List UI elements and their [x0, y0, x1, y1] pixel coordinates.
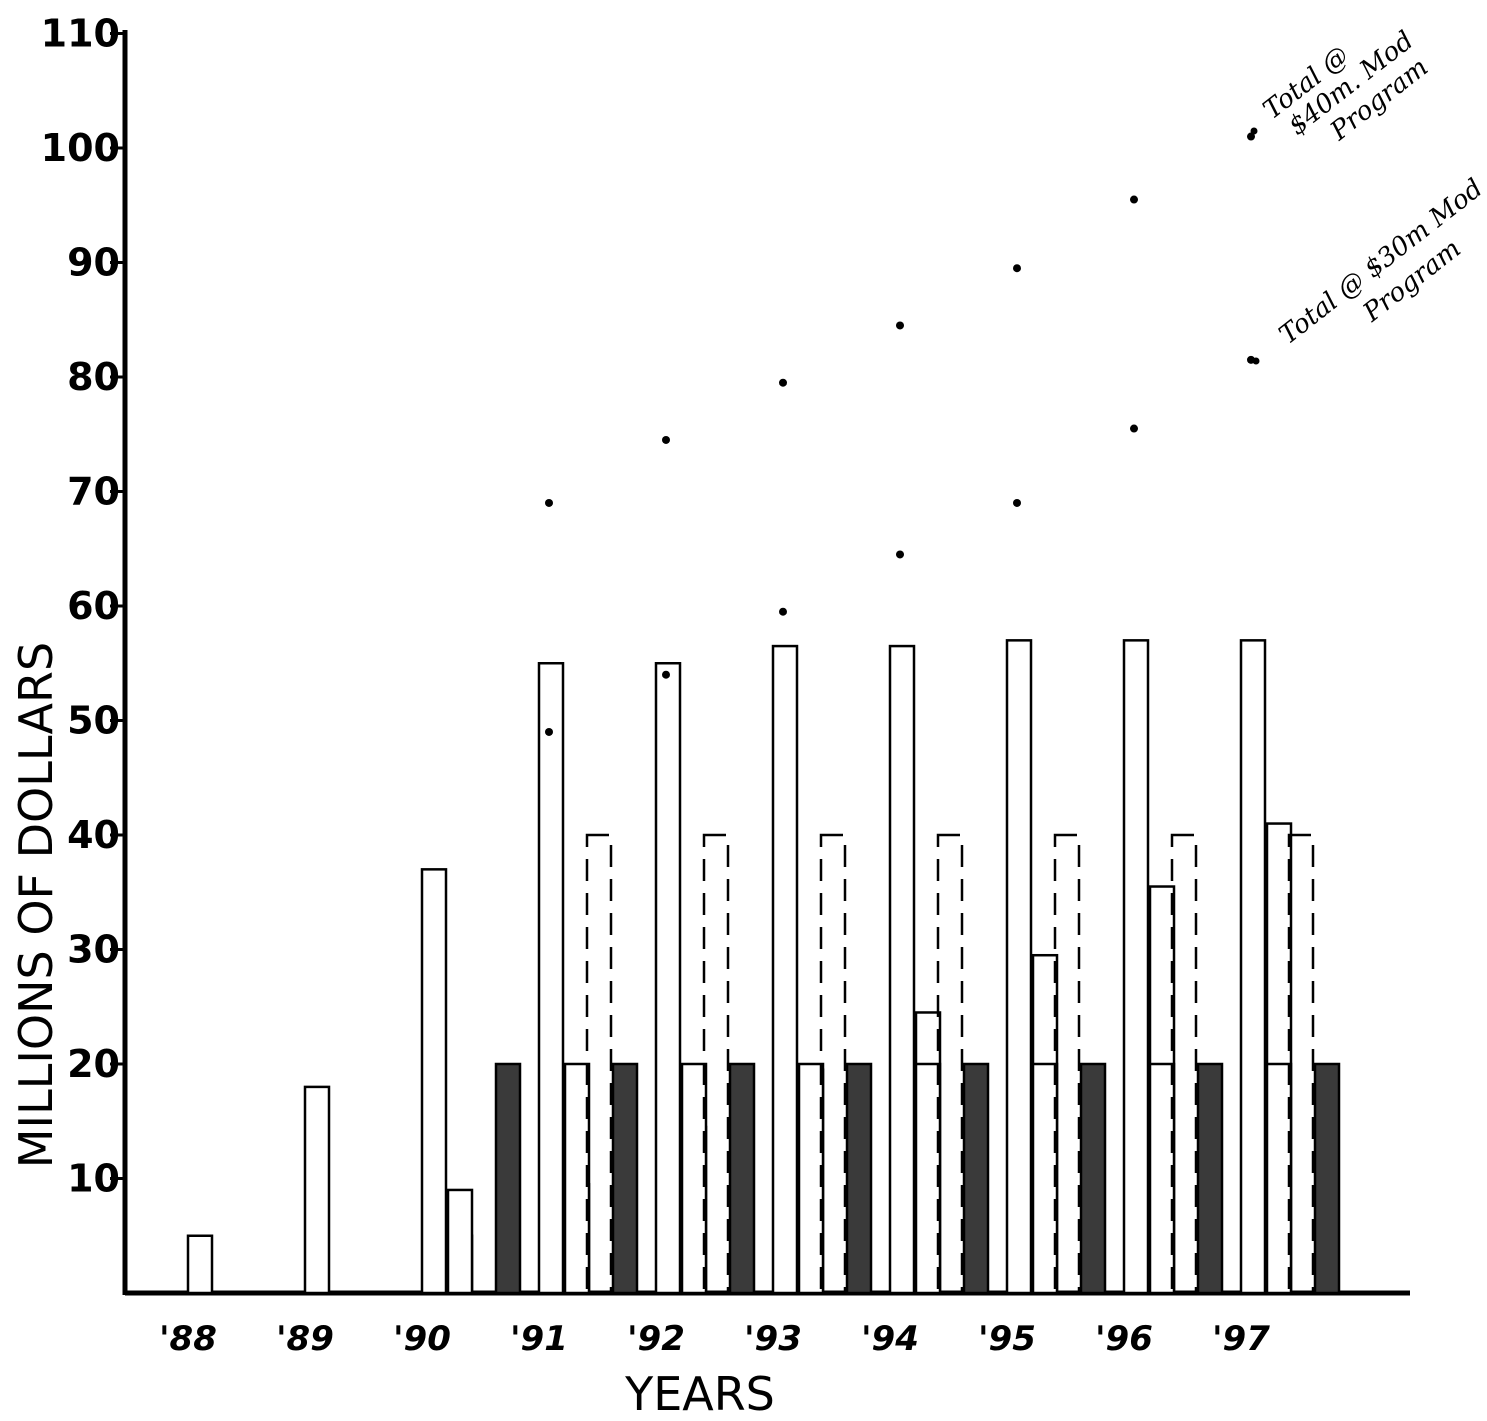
total-point [1013, 498, 1021, 507]
bar [702, 833, 730, 1295]
y-tick-label: 30 [67, 928, 120, 972]
bar [446, 1188, 474, 1295]
bar [585, 833, 613, 1295]
annotation-40m-text: Total @ $40m. Mod Program [1258, 0, 1445, 171]
bar [1005, 639, 1033, 1295]
bar [1196, 1062, 1224, 1295]
x-tick-label: '93 [744, 1319, 802, 1359]
bar [771, 644, 799, 1295]
annotation-30m-program: Total @ $30m Mod Program [1252, 168, 1487, 377]
x-tick-label: '89 [276, 1319, 334, 1359]
bar [420, 868, 448, 1295]
bar [797, 1062, 825, 1295]
total-points [545, 132, 1255, 736]
bar [888, 644, 916, 1295]
bar [914, 1062, 942, 1295]
bar [936, 833, 964, 1295]
total-point [1130, 195, 1138, 204]
y-tick-label: 80 [67, 355, 120, 399]
bar [1122, 639, 1150, 1295]
bar [186, 1234, 214, 1295]
x-tick-label: '88 [159, 1319, 217, 1359]
total-point [662, 435, 670, 444]
x-tick-labels: '88 '89 '90 '91 '92 '93 '94 '95 '96 '97 [159, 1319, 1270, 1359]
x-tick-label: '91 [510, 1319, 568, 1359]
bar [1265, 1062, 1293, 1295]
y-axis-title: MILLIONS OF DOLLARS [9, 642, 63, 1168]
y-tick-label: 40 [67, 813, 120, 857]
bar [962, 1062, 990, 1295]
total-point [545, 727, 553, 736]
total-point [896, 550, 904, 559]
bar [537, 662, 565, 1295]
total-point [662, 670, 670, 679]
total-point [779, 378, 787, 387]
y-tick-label: 10 [67, 1157, 120, 1201]
bar [1170, 833, 1198, 1295]
bar [1287, 833, 1315, 1295]
bar [1079, 1062, 1107, 1295]
y-tick-label: 70 [67, 470, 120, 514]
x-tick-label: '96 [1095, 1319, 1153, 1359]
bar [563, 1062, 591, 1295]
y-tick-label: 20 [67, 1042, 120, 1086]
total-point [896, 321, 904, 330]
total-point [779, 607, 787, 616]
x-tick-label: '90 [393, 1319, 451, 1359]
y-tick-label: 90 [67, 241, 120, 285]
bar [1053, 833, 1081, 1295]
bar [611, 1062, 639, 1295]
x-tick-label: '92 [627, 1319, 685, 1359]
bar [680, 1062, 708, 1295]
y-ticks: 10 20 30 40 50 60 70 80 90 100 110 [41, 12, 125, 1201]
bars [186, 639, 1341, 1295]
bar [494, 1062, 522, 1295]
total-point [545, 498, 553, 507]
x-axis-title: YEARS [624, 1367, 775, 1421]
x-tick-label: '97 [1212, 1319, 1270, 1359]
bar [845, 1062, 873, 1295]
x-tick-label: '94 [861, 1319, 919, 1359]
total-point [1013, 264, 1021, 273]
total-point [1130, 424, 1138, 433]
total-point [1247, 132, 1255, 141]
annotation-30m-text: Total @ $30m Mod Program [1274, 168, 1487, 377]
bar [1031, 1062, 1059, 1295]
y-tick-label: 100 [41, 126, 120, 170]
y-tick-label: 50 [67, 699, 120, 743]
annotation-40m-marker [1250, 127, 1258, 135]
bar [1313, 1062, 1341, 1295]
annotation-30m-marker [1252, 357, 1260, 365]
bar [654, 662, 682, 1295]
bar [303, 1085, 331, 1295]
bar [728, 1062, 756, 1295]
bar [1148, 1062, 1176, 1295]
bar [1239, 639, 1267, 1295]
y-tick-label: 110 [41, 12, 120, 56]
y-tick-label: 60 [67, 584, 120, 628]
annotation-40m-program: Total @ $40m. Mod Program [1250, 0, 1445, 171]
x-tick-label: '95 [978, 1319, 1036, 1359]
bar [819, 833, 847, 1295]
